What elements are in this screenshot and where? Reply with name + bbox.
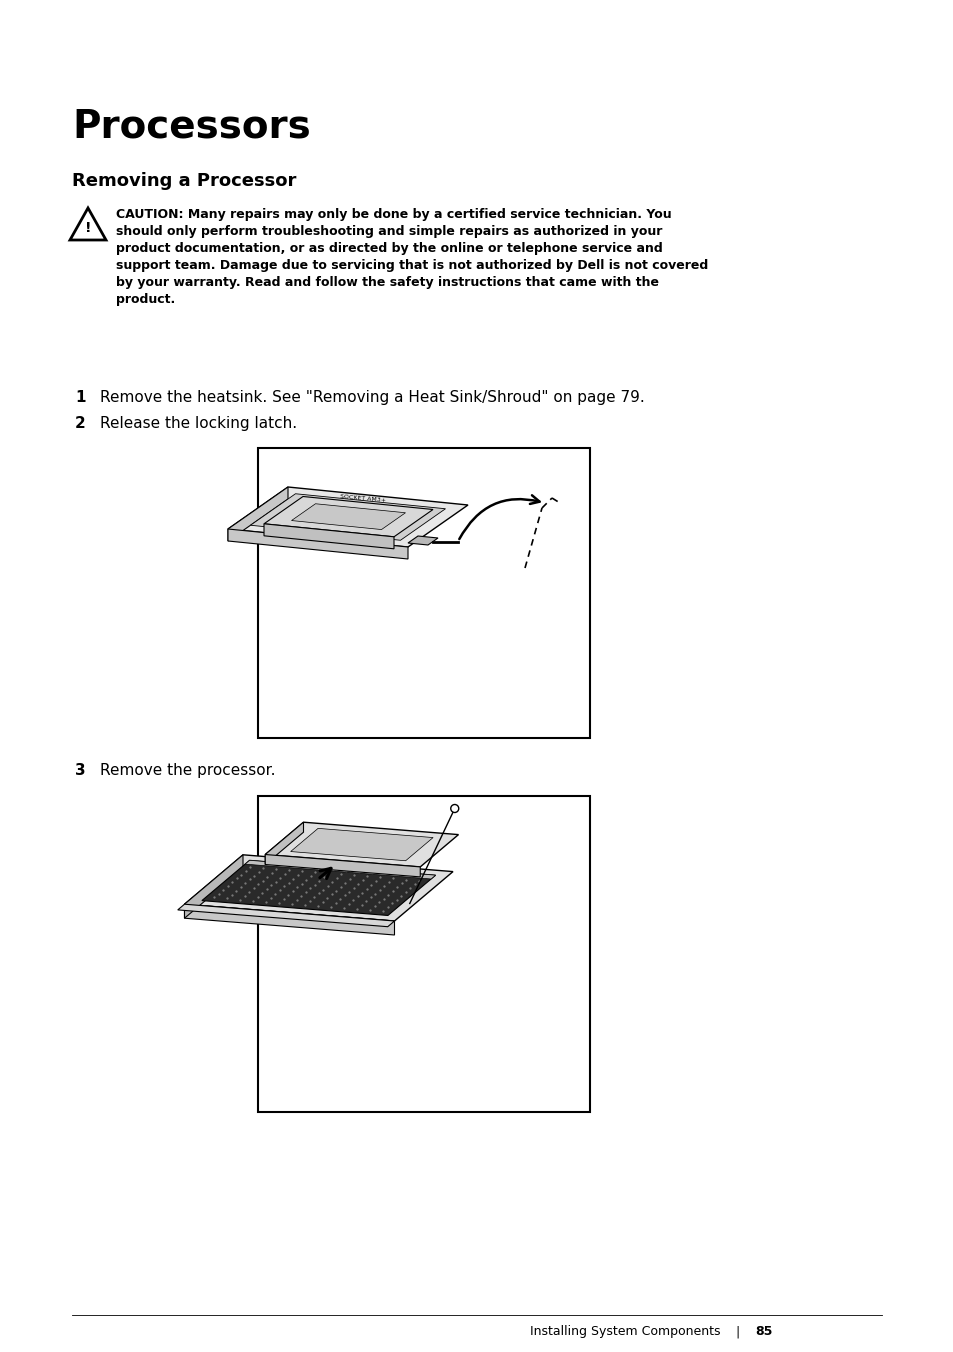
Polygon shape [245, 860, 436, 879]
Polygon shape [292, 504, 405, 530]
Text: !: ! [85, 220, 91, 235]
Text: support team. Damage due to servicing that is not authorized by Dell is not cove: support team. Damage due to servicing th… [116, 260, 707, 272]
Polygon shape [184, 904, 395, 936]
Polygon shape [177, 904, 395, 926]
Text: 3: 3 [75, 763, 86, 777]
Polygon shape [228, 529, 408, 558]
Polygon shape [228, 487, 288, 541]
Polygon shape [291, 829, 433, 861]
Text: by your warranty. Read and follow the safety instructions that came with the: by your warranty. Read and follow the sa… [116, 276, 659, 289]
Text: 2: 2 [75, 416, 86, 431]
Polygon shape [184, 854, 243, 918]
Polygon shape [251, 493, 445, 541]
Text: Processors: Processors [71, 108, 311, 146]
Text: CAUTION: Many repairs may only be done by a certified service technician. You: CAUTION: Many repairs may only be done b… [116, 208, 671, 220]
Text: product documentation, or as directed by the online or telephone service and: product documentation, or as directed by… [116, 242, 662, 256]
Text: Installing System Components: Installing System Components [530, 1325, 720, 1338]
Polygon shape [202, 860, 436, 915]
FancyArrowPatch shape [458, 495, 539, 539]
Text: Release the locking latch.: Release the locking latch. [100, 416, 296, 431]
Text: |: | [734, 1325, 739, 1338]
Text: 85: 85 [754, 1325, 772, 1338]
Text: Remove the heatsink. See "Removing a Heat Sink/Shroud" on page 79.: Remove the heatsink. See "Removing a Hea… [100, 389, 644, 406]
Polygon shape [184, 854, 453, 921]
Polygon shape [264, 523, 394, 549]
Polygon shape [264, 496, 433, 537]
Polygon shape [228, 487, 468, 548]
Text: Removing a Processor: Removing a Processor [71, 172, 296, 191]
Bar [257, 796, 589, 1111]
Text: SOCKET AM3+: SOCKET AM3+ [314, 865, 355, 873]
Text: 1: 1 [75, 389, 86, 406]
Polygon shape [265, 822, 458, 867]
Circle shape [450, 804, 458, 813]
Polygon shape [265, 854, 420, 877]
Text: SOCKET AM3+: SOCKET AM3+ [339, 495, 386, 503]
Polygon shape [265, 822, 303, 864]
Polygon shape [408, 535, 437, 545]
Text: Remove the processor.: Remove the processor. [100, 763, 275, 777]
Bar [257, 448, 589, 738]
Text: should only perform troubleshooting and simple repairs as authorized in your: should only perform troubleshooting and … [116, 224, 661, 238]
Text: product.: product. [116, 293, 175, 306]
FancyArrowPatch shape [319, 868, 331, 879]
